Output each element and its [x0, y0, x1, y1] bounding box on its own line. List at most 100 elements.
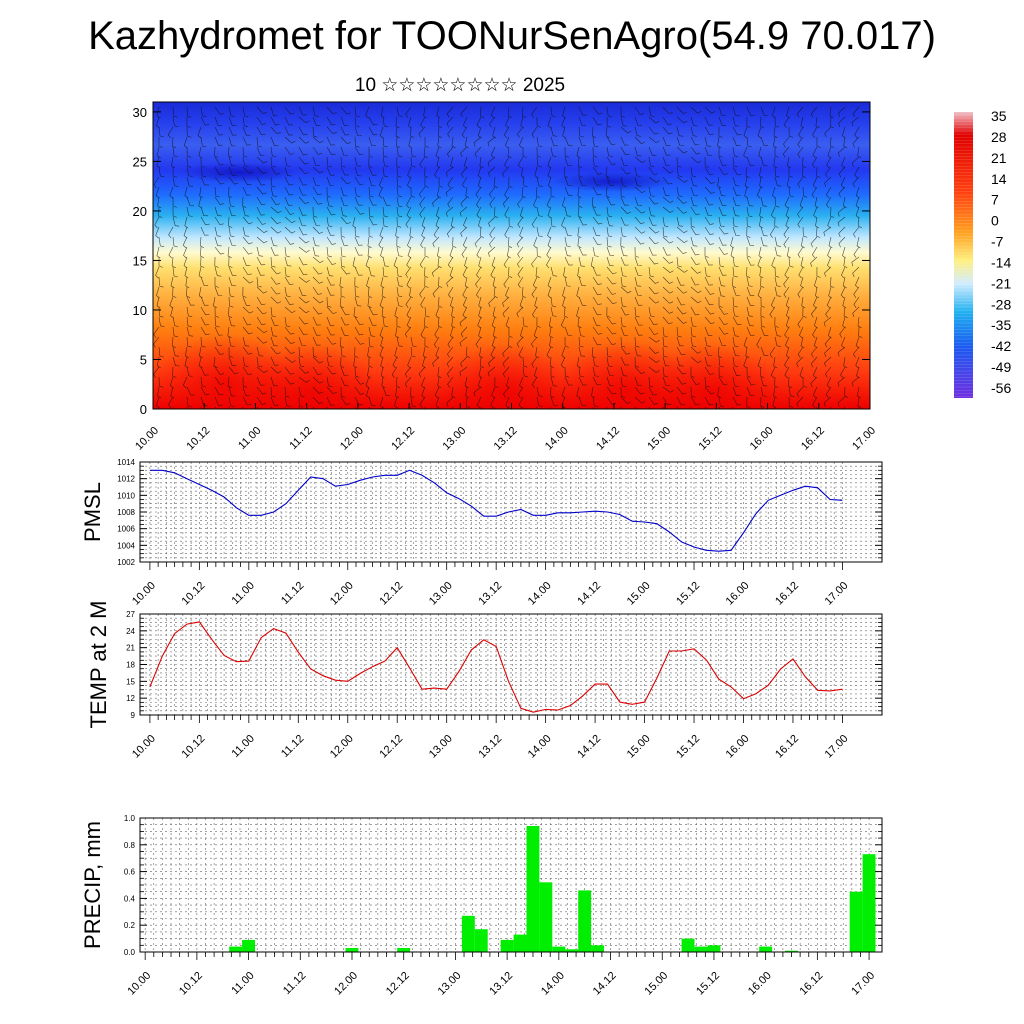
wind-barb: [312, 256, 324, 264]
wind-barb: [354, 136, 360, 148]
wind-barb: [312, 146, 323, 155]
wind-barb: [798, 266, 804, 279]
wind-barb: [368, 336, 374, 348]
wind-barb: [367, 246, 372, 259]
wind-barb: [172, 206, 177, 218]
wind-barb: [326, 386, 337, 395]
wind-barb: [576, 306, 580, 319]
wind-barb: [171, 256, 176, 269]
y-tick-label: 1002: [117, 558, 135, 567]
wind-barb: [772, 186, 776, 199]
wind-barb: [517, 246, 524, 258]
wind-barb: [463, 156, 468, 169]
wind-barb: [784, 356, 790, 369]
wind-barb: [396, 176, 402, 188]
x-tick-label: 12.00: [328, 733, 356, 761]
wind-barb: [522, 176, 528, 188]
wind-barb: [591, 346, 596, 359]
wind-barb: [718, 147, 723, 158]
wind-barb: [797, 316, 804, 328]
wind-barb: [494, 206, 499, 218]
wind-barb: [256, 316, 266, 326]
wind-barb: [662, 266, 674, 273]
wind-barb: [830, 276, 835, 288]
wind-barb: [228, 356, 237, 366]
wind-barb: [407, 236, 412, 249]
wind-barb: [270, 356, 279, 366]
wind-barb: [242, 386, 250, 397]
wind-barb: [228, 106, 235, 117]
y-tick-label: 5: [140, 352, 147, 367]
precip-bar: [242, 939, 255, 952]
wind-barb: [368, 216, 378, 226]
wind-barb: [270, 236, 278, 247]
wind-barb: [392, 356, 398, 369]
wind-barb: [326, 216, 333, 228]
wind-barb: [502, 196, 510, 208]
wind-barb: [479, 226, 484, 238]
wind-barb: [270, 186, 277, 197]
wind-barb: [459, 366, 468, 377]
wind-barb: [256, 196, 266, 206]
grid: [140, 818, 882, 952]
wind-barb: [844, 386, 849, 398]
y-tick-label: 0.8: [124, 841, 136, 850]
wind-barb: [339, 296, 344, 309]
wind-barb: [536, 246, 542, 258]
wind-barb: [662, 296, 674, 304]
wind-barb: [312, 106, 319, 117]
wind-barb: [517, 266, 524, 278]
wind-barb: [504, 136, 510, 149]
wind-barb: [838, 226, 846, 238]
wind-barb: [507, 146, 512, 159]
wind-barb: [592, 206, 601, 216]
wind-barb: [718, 276, 726, 287]
wind-barb: [312, 336, 321, 346]
wind-barb: [564, 186, 573, 196]
wind-barb: [445, 206, 454, 217]
wind-barb: [704, 286, 715, 295]
wind-barb: [760, 326, 769, 336]
wind-barb: [340, 206, 348, 217]
wind-barb: [326, 106, 337, 115]
wind-barb: [563, 166, 568, 178]
wind-barb: [816, 266, 821, 278]
wind-barb: [405, 216, 412, 228]
wind-barb: [746, 236, 755, 246]
wind-barb: [284, 266, 290, 278]
wind-barb: [459, 316, 468, 327]
wind-barb: [172, 146, 178, 158]
wind-barb: [634, 396, 646, 404]
wind-barb: [634, 166, 641, 177]
wind-barb: [153, 326, 160, 338]
wind-barb: [228, 136, 236, 147]
wind-barb: [312, 116, 321, 126]
wind-barb: [662, 216, 669, 227]
wind-barb: [759, 366, 764, 378]
wind-barb: [732, 216, 738, 228]
wind-barb: [591, 386, 596, 399]
colorbar-label: 28: [991, 129, 1007, 145]
wind-barb: [284, 156, 291, 167]
wind-barb: [298, 206, 307, 216]
wind-barb: [312, 166, 324, 174]
wind-barb: [424, 176, 429, 188]
wind-barb: [447, 256, 454, 269]
wind-barb: [812, 176, 818, 189]
wind-barb: [578, 167, 583, 178]
wind-barb: [718, 156, 727, 166]
wind-barb: [829, 106, 834, 119]
colorbar-label: -7: [991, 234, 1004, 250]
wind-barb: [855, 356, 860, 369]
wind-barb: [744, 186, 748, 199]
wind-barb: [801, 296, 806, 309]
wind-barb: [535, 266, 540, 279]
wind-barb: [634, 306, 640, 318]
wind-barb: [810, 236, 818, 248]
wind-barb: [298, 156, 309, 165]
wind-barb: [367, 296, 372, 309]
wind-barb: [460, 326, 468, 338]
wind-barb: [732, 396, 742, 406]
x-tick-label: 14.00: [526, 580, 554, 608]
wind-barb: [620, 366, 628, 377]
